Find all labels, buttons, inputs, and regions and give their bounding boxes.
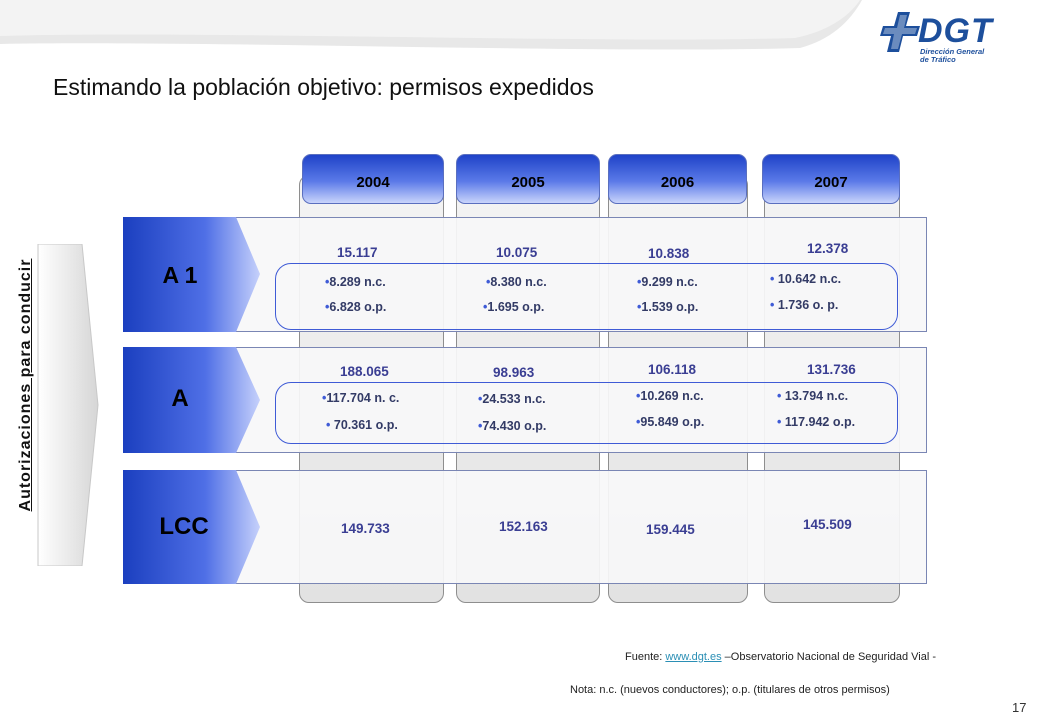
year-tab-2004: 2004 <box>302 154 444 204</box>
a1-op-2007: • 1.736 o. p. <box>770 298 838 312</box>
bullet: • <box>483 300 488 314</box>
a1-nc-2004-text: 8.289 n.c. <box>329 275 386 289</box>
a1-nc-2007: • 10.642 n.c. <box>770 272 841 286</box>
a-op-2005-text: 74.430 o.p. <box>482 419 547 433</box>
row-lcc-label: LCC <box>159 513 209 540</box>
lcc-total-2005: 152.163 <box>499 519 548 534</box>
a-nc-2004-text: 117.704 n. c. <box>326 391 400 405</box>
bullet: • <box>637 275 642 289</box>
year-tab-2006: 2006 <box>608 154 747 204</box>
a1-op-2007-text: 1.736 o. p. <box>777 298 839 312</box>
logo-subtitle: Dirección General de Tráfico <box>920 48 1010 64</box>
a-total-2004: 188.065 <box>340 364 389 379</box>
year-tab-2007: 2007 <box>762 154 900 204</box>
logo-text: DGT <box>918 12 993 50</box>
logo-subtitle-line1: Dirección General <box>920 47 985 56</box>
a-op-2007-text: 117.942 o.p. <box>784 415 856 429</box>
a-op-2007: • 117.942 o.p. <box>777 415 855 429</box>
a1-nc-2006-text: 9.299 n.c. <box>641 275 698 289</box>
row-a-chevron <box>123 347 260 453</box>
bullet: • <box>325 300 330 314</box>
bullet: • <box>770 298 775 312</box>
bullet: • <box>770 272 775 286</box>
source-suffix: –Observatorio Nacional de Seguridad Vial… <box>721 651 937 663</box>
a-op-2004: • 70.361 o.p. <box>326 418 398 432</box>
bullet: • <box>636 415 641 429</box>
a1-op-2004-text: 6.828 o.p. <box>329 300 387 314</box>
bullet: • <box>326 418 331 432</box>
a-total-2007: 131.736 <box>807 362 856 377</box>
a1-nc-2006: •9.299 n.c. <box>637 275 698 289</box>
a1-total-2005: 10.075 <box>496 245 538 260</box>
bullet: • <box>325 275 330 289</box>
a1-nc-2005-text: 8.380 n.c. <box>490 275 547 289</box>
a1-op-2005: •1.695 o.p. <box>483 300 544 314</box>
a1-nc-2004: •8.289 n.c. <box>325 275 386 289</box>
a-nc-2007: • 13.794 n.c. <box>777 389 848 403</box>
row-a1-detail-box <box>275 263 898 330</box>
bullet: • <box>322 391 327 405</box>
source-prefix: Fuente: <box>625 651 666 663</box>
year-tab-2005: 2005 <box>456 154 600 204</box>
a1-op-2006: •1.539 o.p. <box>637 300 698 314</box>
a-nc-2005-text: 24.533 n.c. <box>482 392 546 406</box>
a-nc-2004: •117.704 n. c. <box>322 391 399 405</box>
row-a1-label: A 1 <box>162 262 198 288</box>
a1-op-2004: •6.828 o.p. <box>325 300 386 314</box>
abbreviation-note: Nota: n.c. (nuevos conductores); o.p. (t… <box>570 684 890 696</box>
a-nc-2006-text: 10.269 n.c. <box>640 389 704 403</box>
row-lcc-chevron <box>123 470 260 584</box>
lcc-total-2006: 159.445 <box>646 522 695 537</box>
row-a-detail-box <box>275 382 898 444</box>
a1-op-2006-text: 1.539 o.p. <box>641 300 699 314</box>
a1-nc-2005: •8.380 n.c. <box>486 275 547 289</box>
page-title: Estimando la población objetivo: permiso… <box>53 74 594 100</box>
a-op-2006: •95.849 o.p. <box>636 415 704 429</box>
bullet: • <box>636 389 641 403</box>
source-link[interactable]: www.dgt.es <box>665 651 722 663</box>
dgt-logo-icon <box>880 12 920 52</box>
row-a1-chevron <box>123 217 260 332</box>
a1-total-2007: 12.378 <box>807 241 849 256</box>
bullet: • <box>777 415 782 429</box>
page-number: 17 <box>1012 700 1027 715</box>
a1-nc-2007-text: 10.642 n.c. <box>777 272 842 286</box>
a-nc-2006: •10.269 n.c. <box>636 389 704 403</box>
bullet: • <box>478 392 483 406</box>
a-total-2006: 106.118 <box>648 362 697 377</box>
side-label: Autorizaciones para conducir <box>17 258 34 512</box>
a-nc-2005: •24.533 n.c. <box>478 392 546 406</box>
bullet: • <box>486 275 491 289</box>
lcc-total-2007: 145.509 <box>803 517 852 532</box>
a-op-2004-text: 70.361 o.p. <box>333 418 398 432</box>
bullet: • <box>478 419 483 433</box>
a1-op-2005-text: 1.695 o.p. <box>487 300 545 314</box>
header-swoosh <box>0 0 862 50</box>
logo-subtitle-line2: de Tráfico <box>920 55 956 64</box>
source-note: Fuente: www.dgt.es –Observatorio Naciona… <box>625 651 936 663</box>
row-a-label: A <box>171 385 189 412</box>
bullet: • <box>777 389 782 403</box>
a1-total-2006: 10.838 <box>648 246 690 261</box>
side-arrow <box>37 244 99 566</box>
a-total-2005: 98.963 <box>493 365 535 380</box>
dgt-logo: DGT Dirección General de Tráfico <box>880 8 1030 68</box>
a-nc-2007-text: 13.794 n.c. <box>784 389 849 403</box>
bullet: • <box>637 300 642 314</box>
a1-total-2004: 15.117 <box>337 245 378 260</box>
a-op-2006-text: 95.849 o.p. <box>640 415 705 429</box>
a-op-2005: •74.430 o.p. <box>478 419 546 433</box>
lcc-total-2004: 149.733 <box>341 521 390 536</box>
